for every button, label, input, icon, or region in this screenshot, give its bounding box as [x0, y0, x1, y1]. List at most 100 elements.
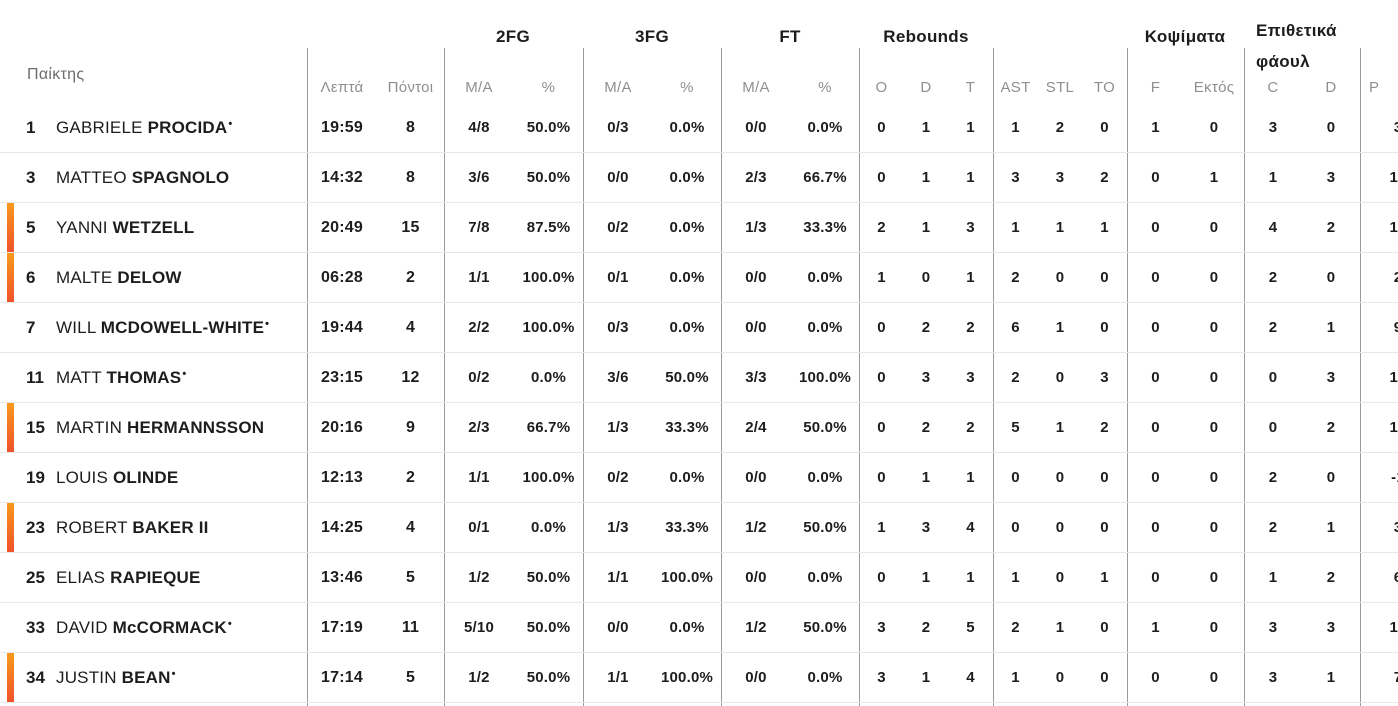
cell-foul-d: 2: [1326, 219, 1336, 236]
cell-fg3-pct: 0.0%: [669, 269, 705, 286]
cell-reb-d: 1: [921, 669, 931, 686]
cell-reb-d: 1: [921, 569, 931, 586]
cell-fg2-pct: 100.0%: [522, 469, 575, 486]
col-header-2fg-ma: M/A: [465, 79, 493, 96]
cell-ft-pct: 0.0%: [807, 119, 843, 136]
cell-reb-d: 3: [921, 519, 931, 536]
cell-pir: 9: [1360, 319, 1398, 336]
col-header-2fg-pct: %: [541, 79, 556, 96]
cell-points: 4: [405, 518, 416, 536]
cell-to: 0: [1100, 319, 1109, 336]
cell-fg2-ma: 2/2: [468, 319, 490, 336]
cell-blk-against: 0: [1209, 519, 1219, 536]
player-cell: 3 MATTEO SPAGNOLO: [0, 153, 307, 202]
cell-blk-against: 0: [1209, 319, 1219, 336]
cell-blk-f: 0: [1151, 219, 1160, 236]
cell-stl: 0: [1055, 669, 1065, 686]
col-header-reb-d: D: [920, 79, 932, 96]
cell-minutes: 20:49: [321, 218, 363, 236]
player-last-name: BAKER II: [132, 517, 209, 537]
cell-minutes: 13:46: [321, 568, 363, 586]
cell-fg3-ma: 0/2: [607, 469, 629, 486]
cell-fg3-ma: 0/3: [607, 319, 629, 336]
cell-ft-pct: 0.0%: [807, 319, 843, 336]
cell-reb-d: 2: [921, 619, 931, 636]
cell-foul-d: 0: [1326, 269, 1336, 286]
cell-to: 0: [1100, 119, 1109, 136]
jersey-number: 25: [26, 567, 45, 587]
cell-blk-f: 0: [1151, 169, 1160, 186]
cell-reb-o: 3: [877, 619, 886, 636]
cell-ft-pct: 50.0%: [803, 519, 847, 536]
player-name: WILL MCDOWELL-WHITE•: [56, 318, 269, 338]
cell-points: 4: [405, 318, 416, 336]
cell-foul-c: 0: [1268, 369, 1278, 386]
player-cell: 25 ELIAS RAPIEQUE: [0, 553, 307, 602]
cell-ft-ma: 0/0: [745, 669, 767, 686]
player-cell: 5 YANNI WETZELL: [0, 203, 307, 252]
cell-blk-f: 0: [1151, 569, 1160, 586]
cell-pir: 10: [1389, 169, 1398, 186]
cell-foul-d: 0: [1326, 119, 1336, 136]
jersey-number: 7: [26, 317, 36, 337]
player-first-name: LOUIS: [56, 467, 113, 487]
cell-fg2-pct: 100.0%: [522, 269, 575, 286]
jersey-number: 5: [26, 217, 36, 237]
cell-blk-f: 1: [1151, 119, 1160, 136]
cell-fg2-ma: 5/10: [464, 619, 494, 636]
cell-foul-c: 1: [1268, 569, 1278, 586]
on-court-indicator: [7, 503, 14, 552]
cell-reb-d: 0: [921, 269, 931, 286]
cell-minutes: 06:28: [321, 268, 363, 286]
cell-points: 2: [405, 468, 416, 486]
cell-reb-o: 0: [877, 569, 886, 586]
player-first-name: WILL: [56, 317, 101, 337]
cell-fg3-ma: 0/0: [607, 169, 629, 186]
player-first-name: ROBERT: [56, 517, 133, 537]
cell-foul-c: 0: [1268, 419, 1278, 436]
cell-fg3-ma: 0/0: [607, 619, 629, 636]
player-column-header: Παίκτης: [27, 66, 85, 83]
cell-stl: 0: [1055, 469, 1065, 486]
jersey-number: 3: [26, 167, 36, 187]
cell-fg3-ma: 3/6: [607, 369, 629, 386]
cell-ast: 1: [1011, 119, 1020, 136]
cell-fg2-pct: 87.5%: [526, 219, 571, 236]
cell-pir: 3: [1360, 119, 1398, 136]
cell-to: 3: [1100, 369, 1109, 386]
player-cell: 6 MALTE DELOW: [0, 253, 307, 302]
player-first-name: MALTE: [56, 267, 118, 287]
cell-ft-ma: 3/3: [745, 369, 767, 386]
group-header-ft: FT: [779, 27, 801, 46]
cell-ast: 1: [1011, 669, 1020, 686]
player-last-name: HERMANNSSON: [126, 417, 265, 437]
player-first-name: MATTEO: [56, 167, 132, 187]
cell-pir: 2: [1360, 269, 1398, 286]
player-cell: 7 WILL MCDOWELL-WHITE•: [0, 303, 307, 352]
cell-blk-against: 0: [1209, 669, 1219, 686]
player-row: 5 YANNI WETZELL 20:49 15 7/8 87.5% 0/2 0.0% 1/3 3…: [0, 203, 1398, 253]
column-separator: [444, 48, 445, 706]
jersey-number: 11: [26, 367, 44, 387]
player-cell: 33 DAVID McCORMACK•: [0, 603, 307, 652]
cell-blk-against: 1: [1209, 169, 1219, 186]
cell-reb-t: 2: [966, 319, 975, 336]
cell-fg3-pct: 0.0%: [669, 169, 705, 186]
cell-ft-pct: 33.3%: [803, 219, 847, 236]
player-last-name: THOMAS: [106, 367, 182, 387]
on-court-indicator: [7, 403, 14, 452]
cell-fg2-ma: 0/1: [468, 519, 490, 536]
cell-points: 5: [405, 668, 416, 686]
cell-stl: 1: [1055, 619, 1065, 636]
cell-stl: 3: [1055, 169, 1065, 186]
cell-points: 12: [401, 368, 420, 386]
player-name: MATTEO SPAGNOLO: [56, 168, 229, 188]
cell-blk-f: 0: [1151, 269, 1160, 286]
cell-ast: 2: [1011, 369, 1020, 386]
cell-blk-against: 0: [1209, 619, 1219, 636]
cell-ft-ma: 0/0: [745, 269, 767, 286]
player-first-name: YANNI: [56, 217, 113, 237]
player-name: YANNI WETZELL: [56, 218, 194, 238]
cell-points: 8: [405, 168, 416, 186]
